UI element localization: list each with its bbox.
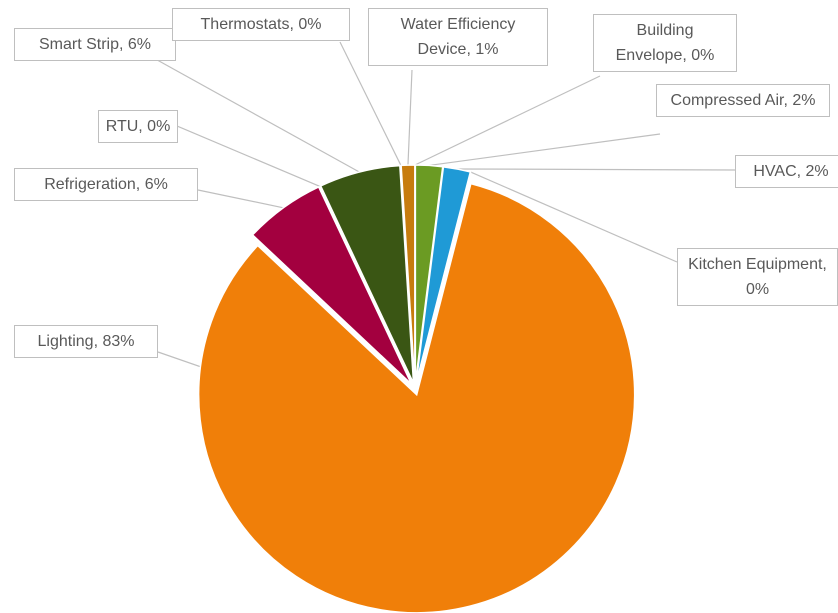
data-label: Building Envelope, 0% xyxy=(593,14,737,72)
leader-line xyxy=(470,171,678,263)
data-label: HVAC, 2% xyxy=(735,155,838,188)
data-label: Compressed Air, 2% xyxy=(656,84,830,117)
label-value: 0% xyxy=(147,118,171,135)
label-category: HVAC xyxy=(753,163,797,180)
data-label: Refrigeration, 6% xyxy=(14,168,198,201)
pie-slice xyxy=(318,185,414,384)
data-label: RTU, 0% xyxy=(98,110,178,143)
slices xyxy=(197,164,636,613)
data-label: Kitchen Equipment, 0% xyxy=(677,248,838,306)
leader-line xyxy=(456,168,736,171)
leader-line xyxy=(149,55,360,173)
leader-line xyxy=(339,41,402,166)
label-value: 2% xyxy=(792,92,816,109)
label-category: Compressed Air xyxy=(670,92,784,109)
label-category: Kitchen Equipment xyxy=(688,256,823,273)
leader-line xyxy=(176,125,320,187)
label-value: 6% xyxy=(144,176,168,193)
pie-slice xyxy=(197,182,636,613)
label-value: 0% xyxy=(298,16,322,33)
label-value: 83% xyxy=(102,333,135,350)
label-value: 0% xyxy=(691,47,715,64)
pie-slice xyxy=(251,185,413,385)
label-category: Lighting xyxy=(37,333,94,350)
data-label: Water Efficiency Device, 1% xyxy=(368,8,548,66)
label-category: Refrigeration xyxy=(44,176,136,193)
pie-slice xyxy=(319,164,415,384)
leader-line xyxy=(197,189,284,209)
label-value: 6% xyxy=(127,36,152,53)
label-category: Smart Strip xyxy=(38,36,119,53)
label-value: 1% xyxy=(475,41,499,58)
data-label: Lighting, 83% xyxy=(14,325,158,358)
label-category: Building Envelope xyxy=(615,22,694,64)
label-category: Thermostats xyxy=(200,16,290,33)
label-value: 2% xyxy=(805,163,829,180)
leader-line xyxy=(414,75,601,166)
data-label: Thermostats, 0% xyxy=(172,8,350,41)
label-value: 0% xyxy=(745,281,770,298)
label-category: Water Efficiency Device xyxy=(400,16,516,58)
label-category: RTU xyxy=(105,118,139,135)
data-label: Smart Strip, 6% xyxy=(14,28,176,61)
leader-line xyxy=(407,69,413,166)
leader-line xyxy=(428,133,661,167)
pie-slice xyxy=(400,164,416,384)
